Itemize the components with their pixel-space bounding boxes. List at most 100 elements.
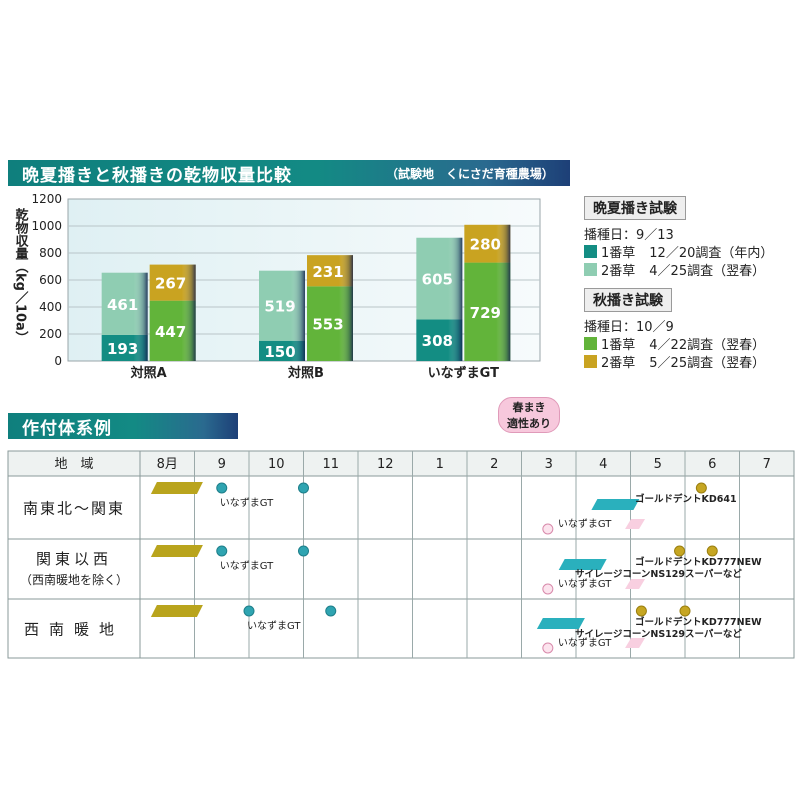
x-tick-label-1: 対照B [287,365,324,381]
legend-summer-item-2: 2番草 4／25調査（翌春） [584,260,773,279]
autumn-harvest-dot2-2 [325,605,337,617]
legend-autumn-item-1-survey: 4／22調査（翌春） [649,337,766,353]
region-label-1: 関東以西 [36,550,112,568]
corn-harvest-dot-2-1 [679,605,691,617]
autumn-harvest-dot2-0 [298,482,309,494]
spring-sowing-note: 春まき 適性あり [498,397,560,433]
data-label-autumn-cut1-0: 447 [155,323,186,341]
swatch-autumn-cut1 [584,336,597,350]
bar-shade-0-2 [448,237,463,361]
corn-variety-label1-0: ゴールドデントKD641 [635,493,737,505]
autumn-harvest-dot1-0 [216,482,228,494]
autumn-harvest-dot2-1 [298,545,309,557]
region-label-2: 西南暖地 [24,621,124,639]
corn-harvest-dot-1-0 [674,545,686,557]
section1-subtitle: （試験地 くにさだ育種農場） [386,166,554,181]
month-label-5: 1 [436,457,444,472]
month-label-3: 11 [322,457,339,472]
month-label-8: 4 [599,457,607,472]
region-sub-label-1: （西南暖地を除く） [20,572,128,587]
region-label-0: 南東北～関東 [23,500,125,518]
data-label-autumn-cut2-2: 280 [470,236,501,254]
spring-variety-label-0: いなずまGT [558,518,612,530]
legend-autumn-item-2: 2番草 5／25調査（翌春） [584,352,766,371]
month-label-4: 12 [377,457,394,472]
spring-growth-bar-0 [591,499,640,510]
corn-sowing-bar-1 [625,579,646,589]
data-label-summer-cut1-1: 150 [264,343,295,361]
month-label-1: 9 [218,457,226,472]
month-label-7: 3 [545,457,553,472]
data-label-autumn-cut1-2: 729 [470,304,501,322]
bar-shade-0-1 [291,270,305,361]
swatch-summer-cut2 [584,262,597,276]
autumn-harvest-dot1-1 [216,545,228,557]
note-line2: 適性あり [507,417,551,430]
schedule-body-border [7,475,795,659]
month-label-10: 6 [708,457,716,472]
legend-autumn: 秋播き試験 播種日：10／9 1番草 4／22調査（翌春） 2番草 5／25調査… [584,288,766,371]
corn-variety-label2-2: サイレージコーンNS129スーパーなど [575,628,742,640]
legend-summer-item-1-cut: 1番草 [601,245,636,261]
y-tick-label-400: 400 [39,300,62,314]
spring-sowing-dot-2 [542,642,554,654]
legend-summer-date: 播種日：9／13 [584,227,674,243]
autumn-variety-label-2: いなずまGT [247,620,301,632]
section1-banner: 晩夏播きと秋播きの乾物収量比較 （試験地 くにさだ育種農場） [8,160,570,186]
corn-sowing-bar-2 [625,638,646,648]
y-tick-label-200: 200 [39,327,62,341]
schedule-header-label: 地 域 [54,457,93,472]
legend-summer-item-2-survey: 4／25調査（翌春） [649,263,766,279]
legend-autumn-item-1-cut: 1番草 [601,337,636,353]
y-axis-label: 乾物収量（kg／10a） [13,207,30,343]
corn-harvest-dot-2-0 [635,605,647,617]
autumn-variety-label-0: いなずまGT [220,497,274,509]
x-tick-label-0: 対照A [130,365,167,381]
month-label-0: 8月 [157,457,178,472]
month-label-2: 10 [268,457,285,472]
bar-shade-1-2 [496,224,511,361]
section1-title: 晩夏播きと秋播きの乾物収量比較 [22,165,292,186]
autumn-sowing-bar-0 [150,482,203,494]
bar-shade-1-1 [339,255,353,361]
legend-summer-item-1: 1番草 12／20調査（年内） [584,242,774,261]
section2-banner: 作付体系例 [8,413,238,439]
y-tick-label-0: 0 [54,354,62,368]
bar-shade-0-0 [133,272,148,361]
month-label-11: 7 [763,457,771,472]
data-label-summer-cut2-2: 605 [422,271,453,289]
legend-summer: 晩夏播き試験 播種日：9／13 1番草 12／20調査（年内） 2番草 4／25… [584,196,774,279]
corn-variety-label1-2: ゴールドデントKD777NEW [635,616,762,628]
month-label-6: 2 [490,457,498,472]
corn-sowing-bar-0 [625,519,646,529]
spring-sowing-dot-1 [542,583,554,595]
bar-shade-1-0 [181,264,196,361]
y-tick-label-600: 600 [39,273,62,287]
schedule-header-bg [7,450,795,477]
data-label-autumn-cut2-0: 267 [155,275,186,293]
month-label-9: 5 [654,457,662,472]
legend-autumn-item-1: 1番草 4／22調査（翌春） [584,334,766,353]
swatch-autumn-cut2 [584,354,597,368]
spring-growth-bar-2 [536,618,585,629]
y-tick-label-800: 800 [39,246,62,260]
corn-variety-label2-1: サイレージコーンNS129スーパーなど [575,568,742,580]
data-label-summer-cut1-0: 193 [107,340,138,358]
autumn-sowing-bar-2 [150,605,203,617]
data-label-summer-cut2-1: 519 [264,298,295,316]
legend-autumn-date: 播種日：10／9 [584,319,674,335]
corn-harvest-dot-0-0 [695,482,707,494]
autumn-harvest-dot1-2 [243,605,255,617]
section2-title: 作付体系例 [22,418,112,439]
note-line1: 春まき [512,401,546,414]
data-label-summer-cut2-0: 461 [107,296,138,314]
legend-autumn-title: 秋播き試験 [584,288,672,312]
legend-autumn-item-2-survey: 5／25調査（翌春） [649,355,766,371]
legend-summer-item-1-survey: 12／20調査（年内） [649,245,774,261]
legend-summer-title: 晩夏播き試験 [584,196,686,220]
autumn-variety-label-1: いなずまGT [220,560,274,572]
data-label-summer-cut1-2: 308 [422,332,453,350]
corn-harvest-dot-1-1 [706,545,718,557]
swatch-summer-cut1 [584,244,597,258]
